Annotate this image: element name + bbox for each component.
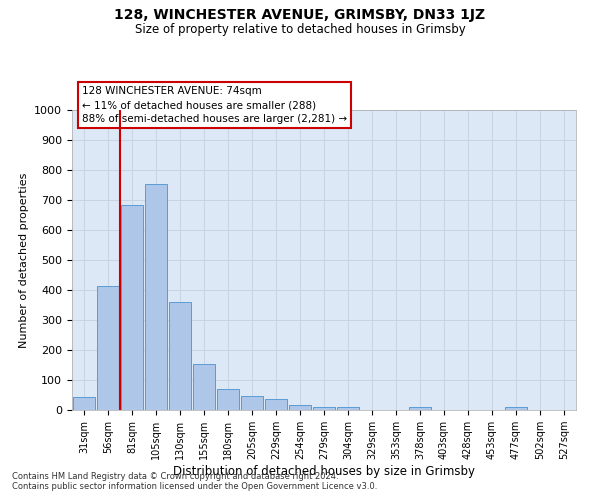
Bar <box>217 389 239 410</box>
Bar <box>97 286 119 410</box>
Bar <box>265 399 287 410</box>
X-axis label: Distribution of detached houses by size in Grimsby: Distribution of detached houses by size … <box>173 465 475 478</box>
Text: 128 WINCHESTER AVENUE: 74sqm
← 11% of detached houses are smaller (288)
88% of s: 128 WINCHESTER AVENUE: 74sqm ← 11% of de… <box>82 86 347 124</box>
Y-axis label: Number of detached properties: Number of detached properties <box>19 172 29 348</box>
Text: Contains public sector information licensed under the Open Government Licence v3: Contains public sector information licen… <box>12 482 377 491</box>
Bar <box>121 204 143 410</box>
Bar <box>145 184 167 410</box>
Bar <box>505 407 527 410</box>
Bar <box>313 407 335 410</box>
Bar <box>241 396 263 410</box>
Text: Size of property relative to detached houses in Grimsby: Size of property relative to detached ho… <box>134 22 466 36</box>
Bar <box>337 408 359 410</box>
Bar <box>73 398 95 410</box>
Bar <box>289 404 311 410</box>
Text: 128, WINCHESTER AVENUE, GRIMSBY, DN33 1JZ: 128, WINCHESTER AVENUE, GRIMSBY, DN33 1J… <box>115 8 485 22</box>
Bar <box>193 364 215 410</box>
Text: Contains HM Land Registry data © Crown copyright and database right 2024.: Contains HM Land Registry data © Crown c… <box>12 472 338 481</box>
Bar <box>169 302 191 410</box>
Bar <box>409 407 431 410</box>
